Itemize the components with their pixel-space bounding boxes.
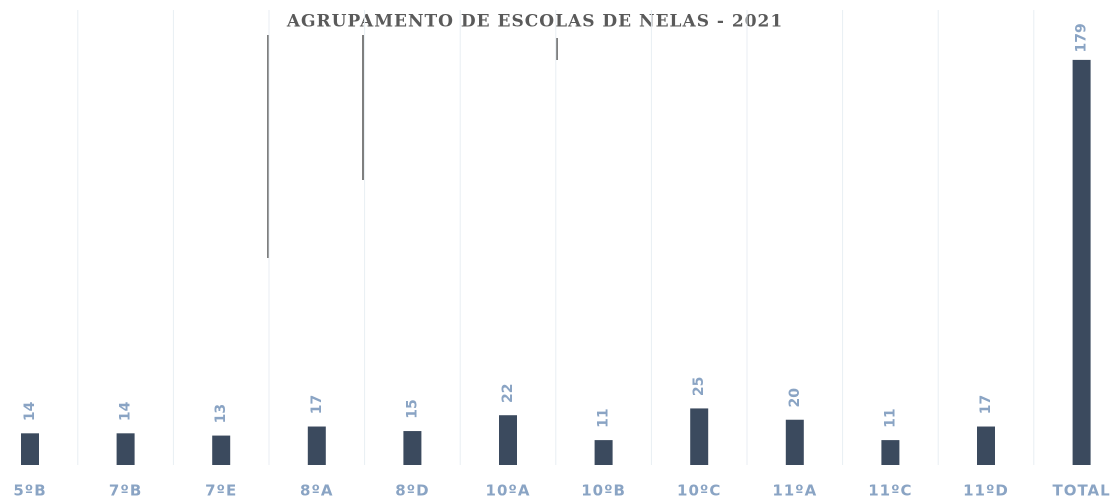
bar	[785, 419, 804, 465]
x-tick-label: 11ºA	[772, 482, 817, 500]
data-label: 17	[309, 395, 325, 414]
x-tick-label: 7ºE	[205, 482, 237, 500]
bar	[116, 433, 135, 465]
x-tick-label: 10ºC	[677, 482, 721, 500]
data-label: 14	[22, 401, 38, 421]
bar	[594, 440, 613, 465]
data-label: 179	[1074, 23, 1090, 52]
data-label: 14	[118, 401, 134, 421]
data-label: 25	[691, 377, 707, 396]
data-label: 11	[882, 408, 898, 427]
data-label: 15	[404, 399, 420, 418]
chart-subtitle: AGRUPAMENTO DE ESCOLAS DE NELAS - 2021	[286, 12, 783, 32]
bar	[977, 426, 995, 465]
bar	[499, 415, 517, 465]
bar	[881, 440, 900, 465]
bar	[212, 435, 231, 465]
x-tick-label: 10ºA	[486, 482, 531, 500]
x-tick-label: 7ºB	[109, 482, 142, 500]
x-tick-label: 11ºD	[963, 482, 1009, 500]
x-tick-label: 8ºD	[395, 482, 429, 500]
x-tick-label: 10ºB	[581, 482, 626, 500]
x-tick-label: 11ºC	[868, 482, 912, 500]
x-tick-label: 8ºA	[300, 482, 334, 500]
bar	[403, 431, 422, 465]
x-tick-label: 5ºB	[13, 482, 46, 500]
bar	[1072, 59, 1091, 465]
bar	[690, 408, 709, 465]
data-label: 17	[978, 395, 994, 414]
bar	[307, 426, 326, 465]
data-label: 13	[213, 404, 229, 423]
data-label: 11	[596, 408, 612, 427]
data-label: 20	[787, 388, 803, 408]
bar	[21, 433, 39, 465]
data-label: 22	[500, 383, 516, 402]
x-tick-label: TOTAL	[1052, 482, 1110, 500]
